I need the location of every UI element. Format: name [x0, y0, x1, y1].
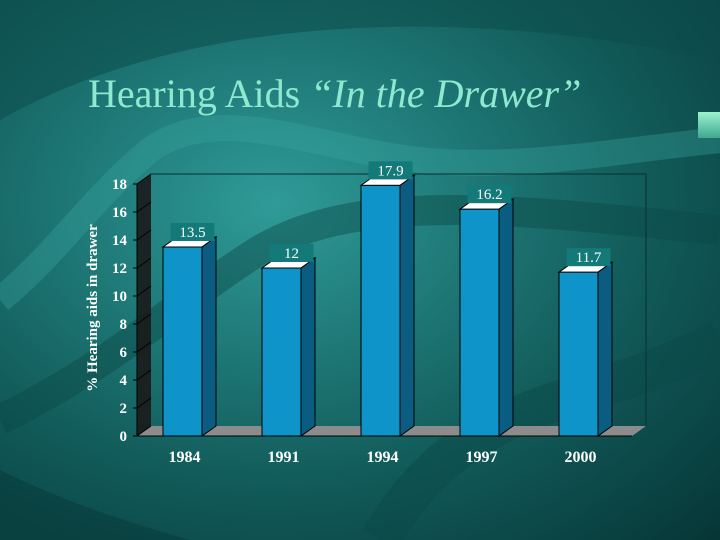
data-label: 16.2 — [476, 187, 502, 203]
y-tick-diagonal — [136, 173, 152, 185]
bar-side — [597, 261, 613, 437]
y-tick-label: 18 — [112, 177, 127, 193]
y-tick-diagonal — [136, 257, 152, 269]
bar-side — [201, 236, 217, 437]
bar — [359, 174, 416, 437]
y-tick-diagonal — [136, 341, 152, 353]
y-tick-label: 4 — [120, 373, 128, 389]
y-tick-label: 8 — [120, 317, 128, 333]
data-label-box — [566, 248, 611, 267]
y-tick-label: 14 — [112, 233, 128, 249]
bar — [557, 261, 614, 437]
bar-front — [459, 208, 500, 437]
data-label-box — [269, 244, 314, 262]
data-label-box — [170, 223, 215, 241]
slide-title: Hearing Aids “In the Drawer” — [88, 70, 581, 117]
y-tick-diagonal — [136, 397, 152, 409]
bar — [458, 198, 515, 437]
x-tick-label: 1991 — [268, 449, 300, 466]
chart-bars — [161, 174, 614, 437]
data-label: 12 — [284, 246, 299, 262]
y-tick-label: 16 — [112, 205, 128, 221]
data-label-box — [368, 161, 413, 180]
bar-front — [261, 267, 302, 437]
y-tick-diagonal — [136, 229, 152, 241]
y-axis-label: % Hearing aids in drawer — [85, 224, 101, 392]
bar — [161, 236, 218, 437]
bar-front — [162, 246, 203, 437]
x-tick-label: 1997 — [466, 449, 498, 466]
y-tick-diagonal — [136, 201, 152, 213]
x-tick-label: 1984 — [169, 449, 201, 466]
y-tick-label: 10 — [112, 289, 127, 305]
bar-side — [300, 257, 316, 437]
y-tick-label: 6 — [120, 345, 128, 361]
bar-side — [498, 198, 514, 437]
bar-side — [399, 174, 415, 437]
data-label: 17.9 — [377, 163, 403, 179]
y-tick-diagonal — [136, 425, 152, 437]
y-tick-diagonal — [136, 285, 152, 297]
x-tick-label: 2000 — [565, 449, 597, 466]
bar-front — [558, 271, 599, 437]
chart-side-wall — [137, 174, 151, 436]
y-tick-label: 12 — [112, 261, 127, 277]
y-tick-diagonal — [136, 313, 152, 325]
y-tick-label: 2 — [120, 401, 128, 417]
accent-bar — [698, 112, 720, 138]
bar — [260, 257, 317, 437]
x-tick-label: 1994 — [367, 449, 399, 466]
bar-front — [360, 184, 401, 437]
data-label: 13.5 — [179, 225, 205, 241]
data-label: 11.7 — [576, 250, 602, 266]
slide-title-italic: “In the Drawer” — [310, 71, 582, 116]
y-tick-label: 0 — [120, 429, 128, 445]
data-label-box — [467, 185, 512, 204]
y-tick-diagonal — [136, 369, 152, 381]
chart-labels: 0 2 4 6 8 10 12 14 16 18 % Hearing aids in drawer 1… — [85, 161, 611, 466]
slide-title-plain: Hearing Aids — [88, 71, 311, 116]
